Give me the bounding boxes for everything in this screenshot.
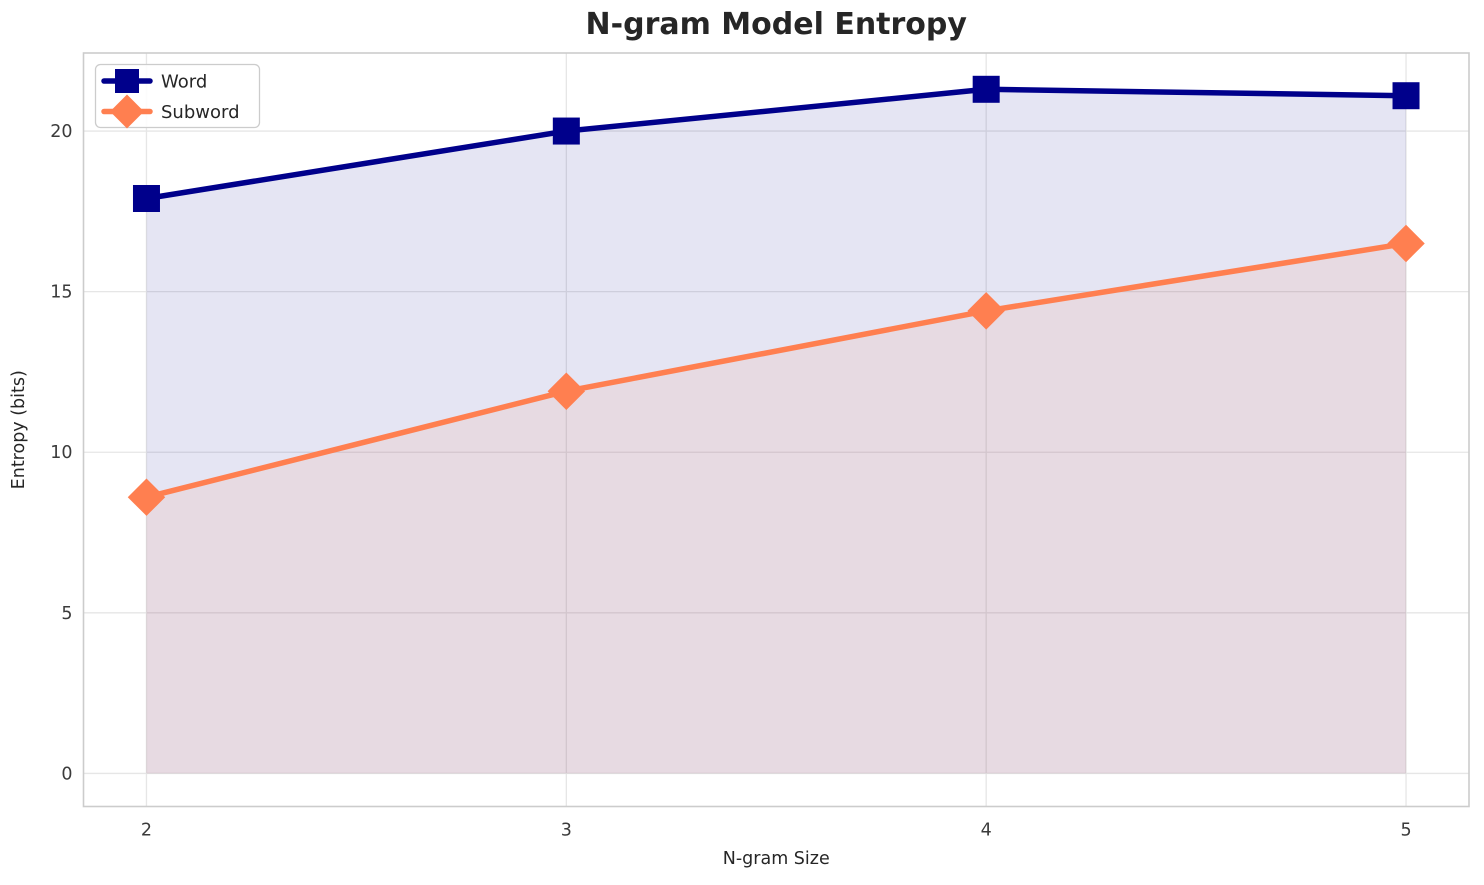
series-line-layer	[143, 86, 1409, 500]
y-tick-label: 0	[61, 764, 72, 784]
legend-label: Subword	[161, 102, 240, 123]
y-tick-label: 10	[50, 443, 72, 463]
subword-marker	[967, 292, 1005, 330]
subword-area-fill	[146, 243, 1407, 774]
word-area-fill	[146, 89, 1407, 774]
word-line	[143, 86, 1409, 202]
area-fill-layer	[146, 89, 1407, 774]
legend: Word Subword	[94, 63, 261, 129]
legend-label: Word	[161, 72, 207, 93]
subword-line	[143, 240, 1409, 500]
y-tick-labels: 0 5 10 15 20	[50, 122, 72, 784]
chart-title: N-gram Model Entropy	[586, 7, 968, 42]
x-tick-label: 5	[1400, 821, 1411, 841]
x-tick-label: 4	[981, 821, 992, 841]
series-marker-layer	[127, 75, 1425, 516]
y-tick-label: 5	[61, 604, 72, 624]
subword-marker	[547, 372, 586, 410]
y-tick-label: 15	[50, 283, 72, 303]
word-marker	[1392, 82, 1420, 110]
y-axis-label: Entropy (bits)	[9, 370, 29, 489]
x-tick-labels: 2 3 4 5	[141, 821, 1412, 841]
plot-border	[82, 52, 1470, 808]
x-tick-label: 2	[141, 821, 152, 841]
subword-marker	[1387, 224, 1425, 263]
y-tick-label: 20	[50, 122, 72, 142]
x-axis-label: N-gram Size	[723, 849, 830, 869]
word-marker	[972, 75, 1000, 103]
word-marker	[132, 184, 160, 212]
x-tick-label: 3	[561, 821, 572, 841]
word-marker	[552, 117, 580, 145]
legend-marker-sample	[115, 69, 139, 93]
